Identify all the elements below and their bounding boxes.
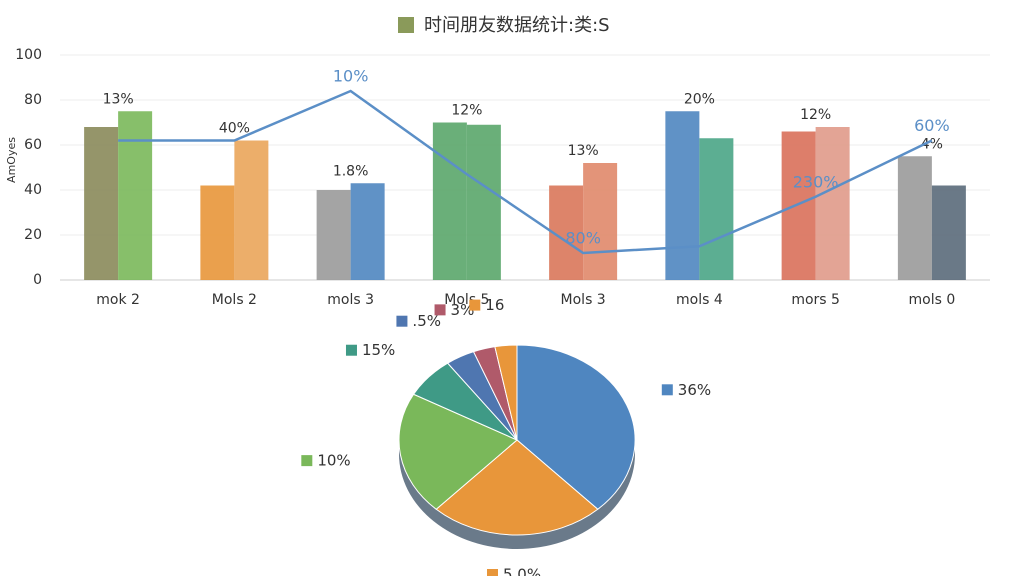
bar-label: 13% — [103, 91, 134, 107]
bar — [897, 156, 932, 280]
x-tick-label: mols 4 — [676, 292, 723, 308]
slice-label: 3% — [451, 301, 475, 319]
bar — [118, 111, 153, 280]
x-tick-label: mors 5 — [791, 292, 840, 308]
legend-swatch — [398, 17, 414, 33]
line-label: 230% — [793, 172, 839, 191]
y-tick-label: 0 — [33, 272, 42, 288]
label-swatch — [396, 315, 408, 327]
slice-label: 15% — [362, 341, 395, 359]
x-tick-label: Mols 3 — [561, 292, 606, 308]
bar — [200, 185, 235, 280]
bar-label: 40% — [219, 121, 250, 137]
x-tick-label: mols 3 — [327, 292, 374, 308]
slice-label: .5% — [412, 312, 441, 330]
slice-label: 36% — [678, 381, 711, 399]
bar — [84, 127, 119, 280]
slice-label: 10% — [317, 452, 350, 470]
bar — [931, 185, 966, 280]
bar — [815, 127, 850, 280]
label-swatch — [487, 569, 498, 580]
line-label: 80% — [565, 229, 601, 248]
line-label: 60% — [914, 116, 950, 135]
y-axis-label: AmOyes — [5, 137, 18, 183]
bar-label: 20% — [684, 91, 715, 107]
bar — [316, 190, 351, 280]
x-tick-label: mok 2 — [96, 292, 140, 308]
bar — [781, 131, 816, 280]
bar — [350, 183, 385, 280]
y-tick-label: 20 — [24, 227, 42, 243]
slice-label: 16 — [485, 296, 504, 314]
bar — [699, 138, 734, 280]
bar-label: 12% — [451, 103, 482, 119]
line — [118, 89, 933, 255]
chart-title: 时间朋友数据统计:类:S — [424, 15, 610, 36]
x-tick-label: Mols 2 — [212, 292, 257, 308]
label-swatch — [434, 304, 446, 316]
bar-label: 1.8% — [333, 163, 369, 179]
y-tick-label: 40 — [24, 182, 42, 198]
pie-slice — [494, 344, 518, 441]
label-swatch — [345, 344, 357, 356]
bar-label: 4% — [921, 136, 943, 152]
x-tick-label: mols 0 — [909, 292, 956, 308]
label-swatch — [301, 455, 313, 467]
pie-slice — [516, 344, 636, 510]
line-label: 10% — [333, 67, 369, 86]
bar — [665, 111, 700, 280]
label-swatch — [661, 384, 673, 396]
y-tick-label: 80 — [24, 92, 42, 108]
label-swatch — [469, 299, 481, 311]
bar-label: 13% — [568, 143, 599, 159]
y-tick-label: 60 — [24, 137, 42, 153]
bar — [432, 122, 467, 280]
slice-label: 5.0% — [503, 566, 541, 577]
bar-label: 12% — [800, 107, 831, 123]
y-tick-label: 100 — [15, 47, 42, 63]
bar — [583, 163, 618, 280]
pie-slice — [435, 439, 599, 536]
bar — [466, 124, 501, 280]
pie-slice — [398, 393, 518, 510]
bar — [234, 140, 269, 280]
